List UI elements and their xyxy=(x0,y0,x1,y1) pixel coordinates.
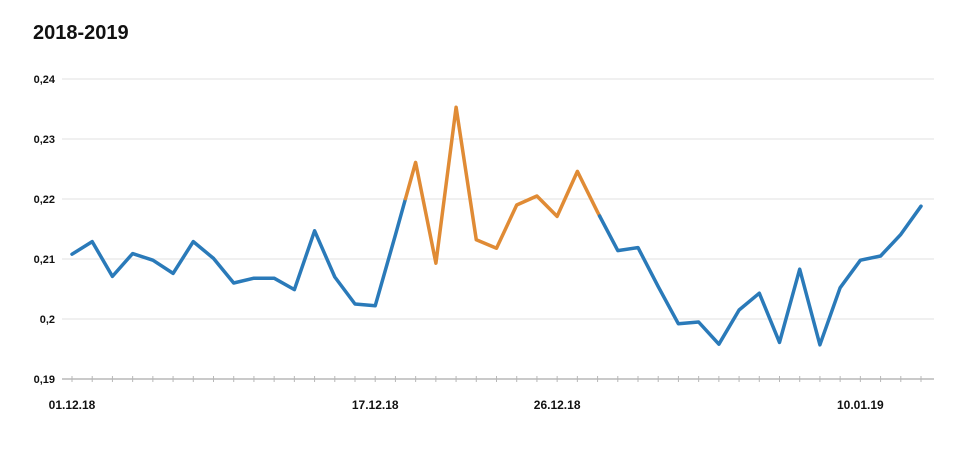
y-tick-label: 0,22 xyxy=(34,194,55,206)
y-tick-label: 0,23 xyxy=(34,134,55,146)
series-line-highlight xyxy=(403,105,602,265)
y-tick-label: 0,19 xyxy=(34,374,55,386)
series-lines xyxy=(70,105,923,347)
y-axis-ticks: 0,19 0,2 0,21 0,22 0,23 0,24 xyxy=(34,74,56,386)
y-tick-label: 0,2 xyxy=(40,314,55,326)
series-line-base xyxy=(70,196,408,308)
y-tick-label: 0,21 xyxy=(34,254,55,266)
y-tick-label: 0,24 xyxy=(34,74,56,86)
gridlines xyxy=(62,78,934,320)
series-line-base xyxy=(597,204,923,347)
x-tick-label: 10.01.19 xyxy=(837,398,884,412)
x-axis-labels: 01.12.18 17.12.18 26.12.18 10.01.19 xyxy=(49,398,884,412)
x-tick-label: 17.12.18 xyxy=(352,398,399,412)
chart-title: 2018-2019 xyxy=(33,22,129,44)
x-tick-label: 01.12.18 xyxy=(49,398,96,412)
x-axis xyxy=(62,376,934,382)
x-tick-label: 26.12.18 xyxy=(534,398,581,412)
